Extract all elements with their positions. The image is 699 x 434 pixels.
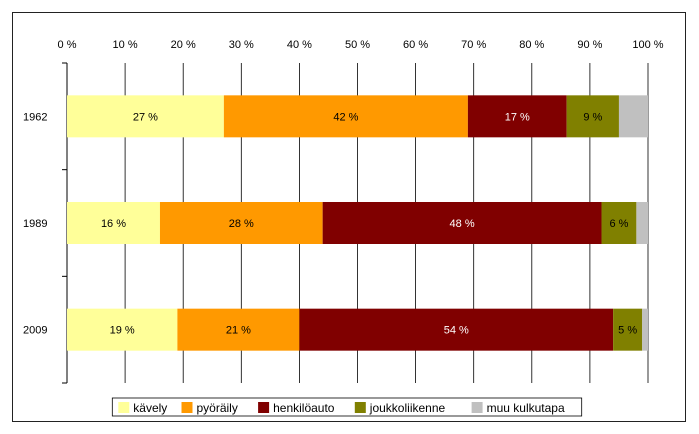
legend-box	[111, 397, 583, 417]
bar-segment	[467, 95, 567, 138]
data-label: 17 %	[505, 111, 530, 123]
bar-segment	[322, 202, 602, 244]
legend-swatch	[118, 402, 130, 413]
bar-segment	[67, 202, 160, 244]
bar-segment	[223, 95, 468, 138]
data-label: 19 %	[110, 325, 135, 337]
bar-segment	[636, 202, 648, 244]
legend-swatch	[181, 402, 193, 413]
data-label: 54 %	[444, 325, 469, 337]
data-label: 28 %	[229, 218, 254, 230]
bar-segment	[67, 308, 178, 351]
chart-svg: 0 % 10 % 20 % 30 % 40 % 50 % 60 % 70 % 80 % 90 % 1…	[23, 39, 664, 417]
legend-label: pyöräily	[197, 401, 238, 415]
bar-segment	[299, 308, 614, 351]
category-label: 1962	[23, 111, 47, 123]
chart-frame: 0 % 10 % 20 % 30 % 40 % 50 % 60 % 70 % 80 % 90 % 1…	[12, 12, 686, 422]
x-tick-label: 90 %	[577, 39, 602, 51]
data-label: 16 %	[101, 218, 126, 230]
category-label: 2009	[23, 325, 47, 337]
legend-label: kävely	[133, 401, 167, 415]
data-label: 27 %	[133, 111, 158, 123]
data-label: 42 %	[333, 111, 358, 123]
bar-segment	[177, 308, 300, 351]
data-label: 5 %	[618, 325, 637, 337]
data-label: 21 %	[226, 325, 251, 337]
bar-segment	[601, 202, 637, 244]
x-tick-label: 100 %	[632, 39, 663, 51]
category-label: 1989	[23, 218, 47, 230]
x-tick-label: 70 %	[461, 39, 486, 51]
bar-segment	[67, 95, 224, 138]
legend-label: joukkoliikenne	[369, 401, 446, 415]
x-tick-label: 20 %	[171, 39, 196, 51]
data-label: 9 %	[583, 111, 602, 123]
legend-label: henkilöauto	[273, 401, 335, 415]
x-tick-label: 10 %	[113, 39, 138, 51]
bar-segment	[613, 308, 643, 351]
data-label: 48 %	[450, 218, 475, 230]
bar-segment	[618, 95, 648, 138]
x-tick-label: 80 %	[519, 39, 544, 51]
data-label: 6 %	[609, 218, 628, 230]
bar-segment	[642, 308, 648, 351]
bar-segment	[159, 202, 323, 244]
x-tick-label: 60 %	[403, 39, 428, 51]
bar-segment	[566, 95, 619, 138]
x-tick-label: 0 %	[58, 39, 77, 51]
legend-swatch	[471, 402, 483, 413]
legend-swatch	[354, 402, 366, 413]
legend-swatch	[258, 402, 270, 413]
x-tick-label: 50 %	[345, 39, 370, 51]
x-tick-label: 30 %	[229, 39, 254, 51]
x-tick-label: 40 %	[287, 39, 312, 51]
legend-label: muu kulkutapa	[487, 401, 565, 415]
